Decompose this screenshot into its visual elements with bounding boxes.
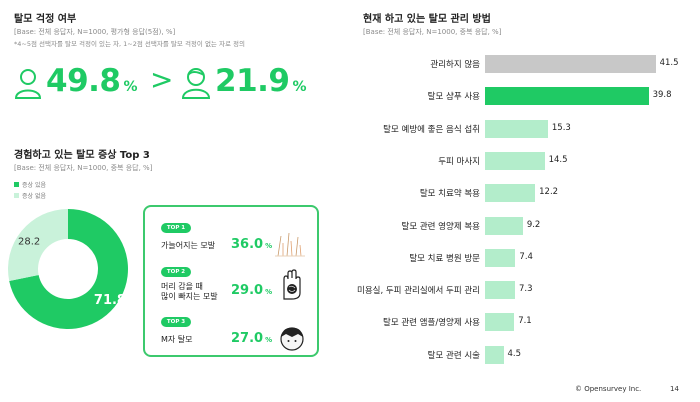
legend-swatch-has [14,182,19,187]
donut-slice-has-symptom [9,209,129,329]
top1-badge: TOP 1 [161,223,191,233]
not-worried-value: 21.9 [215,63,290,99]
worried-value: 49.8 [46,63,121,99]
worry-note: *4~5점 선택자를 탈모 걱정이 있는 자, 1~2점 선택자를 탈모 걱정이… [14,40,245,48]
symptoms-base: [Base: 전체 응답자, N=1000, 중복 응답, %] [14,164,153,172]
top2-value: 29.0 [231,283,264,298]
not-worried-percent: % [292,79,307,95]
top3-stat: 27.0 % [231,331,272,346]
worry-base: [Base: 전체 응답자, N=1000, 평가형 응답(5점), %] [14,28,176,36]
bar-value: 15.3 [551,122,571,133]
legend-item-none: 증상 없음 [14,191,46,200]
legend-item-has: 증상 있음 [14,180,46,189]
bar [485,345,504,364]
bar-label: 탈모 관련 영양제 복용 [401,221,481,232]
worry-title: 탈모 걱정 여부 [14,14,77,25]
bar [485,313,515,332]
bar-value: 41.5 [659,58,679,68]
legend-label-none: 증상 없음 [22,193,46,200]
legend-label-has: 증상 있음 [22,182,46,189]
bar-label: 탈모 관련 시술 [427,350,480,361]
bar [485,151,545,170]
top2-label: 머리 감을 때 많이 빠지는 모발 [161,282,218,301]
top3-badge: TOP 3 [161,317,191,327]
hand-hair-icon [283,269,301,300]
bar [485,184,536,203]
worried-stat: 49.8 % [46,63,138,99]
bar-value: 4.5 [507,348,522,359]
thin-hair-icon [275,232,305,257]
bar-label: 탈모 샴푸 사용 [427,92,480,103]
not-worried-stat: 21.9 % [215,63,307,99]
top2-badge: TOP 2 [161,267,191,277]
footer-company: © Opensurvey Inc. [575,385,642,393]
management-base: [Base: 전체 응답자, N=1000, 중복 응답, %] [363,28,502,36]
donut-slice-no-symptom [8,209,68,281]
bar-value: 7.4 [519,251,533,262]
bar-label: 탈모 치료약 복용 [419,189,480,200]
person-hair-icon [181,68,211,99]
bar [485,281,515,300]
page-number: 14 [670,385,679,393]
bar-value: 12.2 [539,187,559,198]
donut-legend: 증상 있음 증상 없음 [14,180,46,200]
m-shaped-hairline-icon [280,327,304,351]
top1-stat: 36.0 % [231,237,272,252]
greater-than-sign: > [150,63,174,96]
top1-value: 36.0 [231,237,264,252]
bar-label: 탈모 관련 앰플/영양제 사용 [383,318,480,329]
top1-label: 가늘어지는 모발 [161,241,216,250]
bar-label: 두피 마사지 [438,156,480,167]
worried-percent: % [123,79,138,95]
management-title: 현재 하고 있는 탈모 관리 방법 [363,14,491,25]
person-icon [14,69,42,99]
donut-label-no-symptom: 28.2 [18,237,40,248]
top1-unit: % [265,242,273,250]
bar [485,119,548,138]
bar-label: 탈모 치료 병원 방문 [409,253,480,264]
symptoms-title: 경험하고 있는 탈모 증상 Top 3 [14,150,150,161]
bar-label: 관리하지 않음 [430,60,480,70]
bar-value: 9.2 [526,219,541,230]
top3-card: TOP 1 가늘어지는 모발 36.0 % TOP 2 머리 감을 때 많이 빠… [143,205,319,357]
top3-unit: % [265,336,273,344]
bar-value: 7.1 [518,316,532,327]
bar-value: 7.3 [519,284,533,295]
bar-label: 탈모 예방에 좋은 음식 섭취 [383,124,480,135]
bar-value: 39.8 [652,90,672,101]
bar [485,55,656,73]
bar-value: 14.5 [548,154,568,165]
top3-label: M자 탈모 [161,335,193,344]
legend-swatch-none [14,193,19,198]
bar [485,216,523,235]
top2-unit: % [265,288,273,296]
bar [485,87,649,106]
donut-chart: 71.8 28.2 [8,209,129,329]
top2-stat: 29.0 % [231,283,272,298]
top3-value: 27.0 [231,331,264,346]
bar [485,248,516,267]
bar-label: 미용실, 두피 관리실에서 두피 관리 [357,286,480,297]
donut-label-has-symptom: 71.8 [94,293,126,308]
